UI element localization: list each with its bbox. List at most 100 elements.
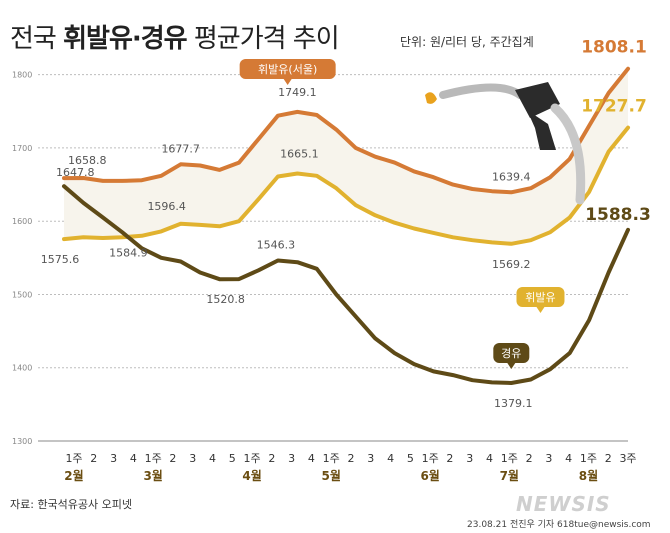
- data-point: [432, 369, 436, 373]
- data-point: [198, 223, 202, 227]
- data-point: [548, 230, 552, 234]
- data-label: 1808.1: [581, 38, 647, 58]
- data-point: [626, 126, 630, 130]
- month-label: 6월: [420, 468, 439, 483]
- x-tick-label: 1주: [244, 452, 261, 465]
- series-line: [62, 66, 630, 195]
- x-tick-label: 1주: [501, 452, 518, 465]
- data-point: [490, 380, 494, 384]
- data-point: [62, 237, 66, 241]
- data-point: [607, 270, 611, 274]
- month-label: 4월: [242, 468, 261, 483]
- data-point: [626, 67, 630, 71]
- data-point: [237, 219, 241, 223]
- data-label: 1575.6: [41, 253, 80, 266]
- data-point: [432, 231, 436, 235]
- data-point: [587, 318, 591, 322]
- x-tick-label: 4: [209, 452, 216, 465]
- fuel-drop: [425, 92, 437, 104]
- x-tick-label: 3: [466, 452, 473, 465]
- data-point: [276, 259, 280, 263]
- data-point: [179, 222, 183, 226]
- data-labels: 1658.8 1677.7 1749.1 1639.4 1808.1 1575.6 1596…: [41, 38, 651, 410]
- data-point: [568, 216, 572, 220]
- data-point: [140, 234, 144, 238]
- x-tick-label: 3: [110, 452, 117, 465]
- data-point: [315, 267, 319, 271]
- series-1: [62, 125, 630, 246]
- data-point: [256, 137, 260, 141]
- y-tick-label: 1600: [12, 217, 32, 226]
- data-point: [354, 146, 358, 150]
- data-point: [587, 190, 591, 194]
- nozzle-tube: [439, 83, 524, 99]
- data-point: [393, 221, 397, 225]
- source-note: 자료: 한국석유공사 오피넷: [10, 498, 133, 511]
- data-point: [451, 183, 455, 187]
- data-label: 1569.2: [492, 258, 531, 271]
- data-point: [529, 186, 533, 190]
- series-tag-box: [239, 58, 336, 79]
- data-point: [101, 216, 105, 220]
- data-point: [509, 190, 513, 194]
- data-point: [393, 351, 397, 355]
- data-point: [587, 124, 591, 128]
- data-point: [179, 162, 183, 166]
- series-tag-box: [516, 287, 565, 307]
- data-point: [470, 238, 474, 242]
- x-tick-label: 2: [526, 452, 533, 465]
- data-point: [198, 270, 202, 274]
- month-label: 5월: [322, 468, 341, 483]
- data-point: [120, 179, 124, 183]
- data-point: [120, 235, 124, 239]
- x-tick-label: 3: [545, 452, 552, 465]
- data-point: [62, 184, 66, 188]
- data-point: [451, 373, 455, 377]
- data-point: [373, 213, 377, 217]
- series-tag: 휘발유(서울): [239, 58, 336, 85]
- x-tick-label: 1주: [65, 452, 82, 465]
- credit-line: 23.08.21 전진우 기자 618tue@newsis.com: [467, 520, 651, 530]
- series-line: [62, 125, 630, 246]
- data-point: [548, 175, 552, 179]
- series-tag: 경유: [493, 343, 530, 369]
- page-title: 전국 휘발유·경유 평균가격 추이: [10, 18, 340, 55]
- data-point: [315, 174, 319, 178]
- data-point: [295, 171, 299, 175]
- y-tick-label: 1700: [12, 144, 32, 153]
- series-0: [62, 66, 630, 195]
- band-fill: [64, 68, 628, 244]
- series-2: [62, 184, 630, 385]
- x-tick-label: 2: [90, 452, 97, 465]
- data-point: [295, 110, 299, 114]
- data-point: [81, 176, 85, 180]
- x-tick-label: 5: [229, 452, 236, 465]
- x-tick-label: 2: [348, 452, 355, 465]
- data-point: [529, 377, 533, 381]
- fuel-nozzle-illustration: [425, 82, 586, 205]
- data-point: [548, 367, 552, 371]
- x-tick-label: 2: [446, 452, 453, 465]
- data-point: [120, 230, 124, 234]
- data-point: [140, 178, 144, 182]
- data-label: 1658.8: [68, 154, 107, 167]
- data-point: [354, 203, 358, 207]
- x-tick-label: 3: [189, 452, 196, 465]
- data-point: [276, 174, 280, 178]
- data-point: [432, 175, 436, 179]
- series-line: [62, 184, 630, 385]
- series-tag-pointer: [507, 363, 516, 369]
- data-point: [412, 362, 416, 366]
- month-label: 2월: [64, 468, 83, 483]
- data-point: [62, 176, 66, 180]
- data-label: 1727.7: [581, 97, 647, 117]
- data-point: [101, 236, 105, 240]
- data-point: [159, 174, 163, 178]
- series-tag-box: [493, 343, 530, 363]
- nozzle-grip: [527, 110, 556, 150]
- data-point: [568, 351, 572, 355]
- x-tick-label: 1주: [422, 452, 439, 465]
- series-tag-label: 휘발유(서울): [258, 63, 317, 76]
